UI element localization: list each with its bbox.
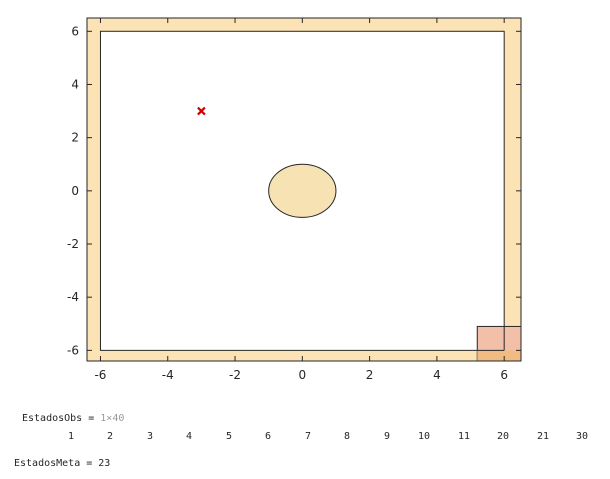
estadosobs-line: EstadosObs = 1×40 [22,413,124,424]
estadosobs-value: 5 [226,431,233,442]
y-tick-label: 2 [71,131,79,145]
obstacle-ellipse [268,163,337,218]
estadosobs-value: 21 [537,431,550,442]
estadosobs-value: 2 [107,431,114,442]
x-tick-label: -4 [162,368,174,382]
estadosobs-value: 11 [458,431,471,442]
estadosobs-value: 20 [497,431,510,442]
estadosobs-value: 9 [384,431,391,442]
goal-overlap-region [477,350,521,361]
y-tick-label: -4 [67,290,79,304]
estadosobs-size: 1×40 [100,413,125,424]
estadosobs-value: 4 [186,431,193,442]
estadosobs-value: 10 [418,431,431,442]
estadosobs-value: 3 [147,431,154,442]
x-tick-label: 2 [366,368,374,382]
y-tick-label: 4 [71,77,79,91]
estadosobs-value: 7 [305,431,312,442]
estadosobs-value: 6 [265,431,272,442]
marker-stroke [197,106,206,116]
x-tick-label: 6 [500,368,508,382]
x-tick-label: -2 [229,368,241,382]
estadosobs-value: 8 [344,431,351,442]
axes-frame [86,17,522,362]
estadosmeta-line: EstadosMeta = 23 [14,458,111,469]
estadosobs-label: EstadosObs = [22,413,101,424]
x-tick-label: -6 [94,368,106,382]
y-tick-label: -2 [67,237,79,251]
x-tick-label: 4 [433,368,441,382]
x-tick-label: 0 [298,368,306,382]
estadosobs-value: 1 [68,431,75,442]
plot-area: -6 -4 -2 0 2 4 6 6 4 2 0 -2 -4 -6 [67,17,522,382]
start-marker [197,106,206,116]
y-tick-label: 6 [71,24,79,38]
y-tick-label: -6 [67,343,79,357]
y-tick-label: 0 [71,184,79,198]
estadosobs-value: 30 [576,431,589,442]
